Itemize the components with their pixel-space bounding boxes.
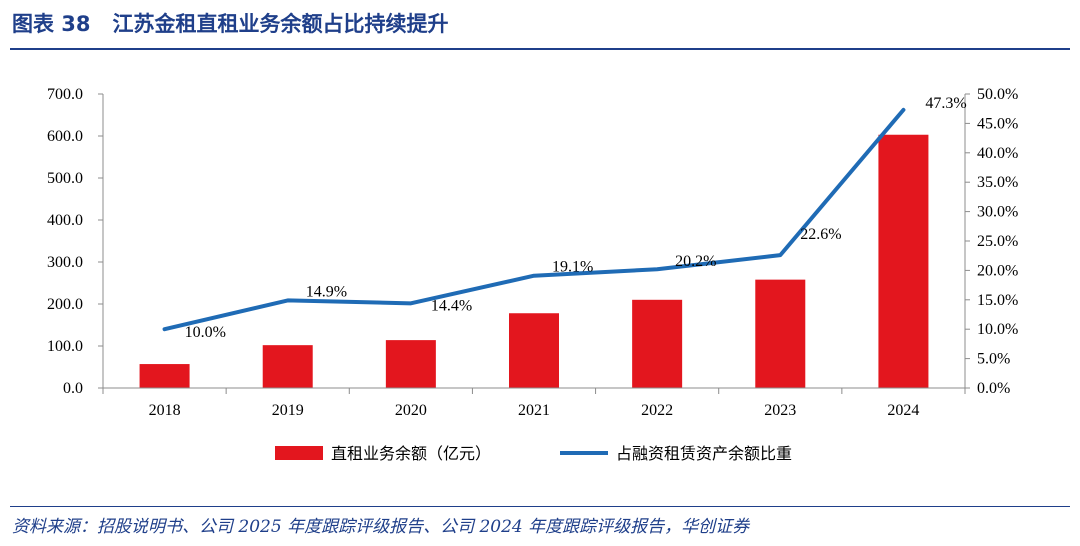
right-tick-label: 5.0% xyxy=(977,351,1010,368)
x-tick-label: 2022 xyxy=(641,402,673,419)
bar-2020 xyxy=(385,340,436,388)
bar-2018 xyxy=(139,364,190,388)
left-tick-label: 600.0 xyxy=(47,128,83,145)
x-tick-label: 2018 xyxy=(149,402,181,419)
figure-number: 图表 38 xyxy=(12,12,91,36)
right-tick-label: 45.0% xyxy=(977,115,1018,132)
left-tick-label: 400.0 xyxy=(47,212,83,229)
right-tick-label: 25.0% xyxy=(977,233,1018,250)
right-tick-label: 40.0% xyxy=(977,145,1018,162)
right-tick-label: 0.0% xyxy=(977,380,1010,397)
header-rule xyxy=(10,48,1070,50)
left-tick-label: 300.0 xyxy=(47,254,83,271)
line-data-label: 14.9% xyxy=(306,283,347,300)
figure-header: 图表 38 江苏金租直租业务余额占比持续提升 xyxy=(12,6,1068,40)
right-tick-label: 20.0% xyxy=(977,262,1018,279)
line-data-label: 10.0% xyxy=(185,324,226,341)
line-data-label: 22.6% xyxy=(800,226,841,243)
left-tick-label: 200.0 xyxy=(47,296,83,313)
bar-2023 xyxy=(755,279,806,388)
line-data-label: 20.2% xyxy=(675,253,716,270)
left-tick-label: 100.0 xyxy=(47,338,83,355)
left-tick-label: 500.0 xyxy=(47,170,83,187)
line-data-label: 14.4% xyxy=(431,297,472,314)
bar-2019 xyxy=(262,345,313,388)
bar-2021 xyxy=(509,313,559,388)
x-tick-label: 2024 xyxy=(887,402,919,419)
chart-svg: 0.0 100.0 200.0 300.0 400.0 500.0 600.0 700.0 0.… xyxy=(47,86,1018,463)
right-tick-label: 50.0% xyxy=(977,86,1018,103)
x-tick-label: 2021 xyxy=(518,402,550,419)
x-tick-label: 2023 xyxy=(764,402,796,419)
x-tick-label: 2020 xyxy=(395,402,427,419)
right-tick-label: 35.0% xyxy=(977,174,1018,191)
line-data-label: 19.1% xyxy=(552,259,593,276)
bar-2022 xyxy=(632,299,683,388)
legend-label-line: 占融资租赁资产余额比重 xyxy=(616,444,792,463)
right-tick-label: 30.0% xyxy=(977,204,1018,221)
bar-2024 xyxy=(878,134,929,388)
left-tick-label: 700.0 xyxy=(47,86,83,103)
legend-swatch-bar xyxy=(275,446,323,460)
chart-container: 0.0 100.0 200.0 300.0 400.0 500.0 600.0 700.0 0.… xyxy=(0,60,1080,500)
legend-label-bar: 直租业务余额（亿元） xyxy=(331,444,491,463)
right-tick-label: 15.0% xyxy=(977,292,1018,309)
x-tick-label: 2019 xyxy=(272,402,304,419)
left-tick-label: 0.0 xyxy=(63,380,83,397)
right-tick-label: 10.0% xyxy=(977,321,1018,338)
line-series-ratio xyxy=(162,107,906,332)
figure-title: 江苏金租直租业务余额占比持续提升 xyxy=(112,12,449,36)
footer-rule xyxy=(10,506,1070,507)
line-data-label: 47.3% xyxy=(925,95,966,112)
source-note: 资料来源：招股说明书、公司 2025 年度跟踪评级报告、公司 2024 年度跟踪… xyxy=(12,517,750,537)
